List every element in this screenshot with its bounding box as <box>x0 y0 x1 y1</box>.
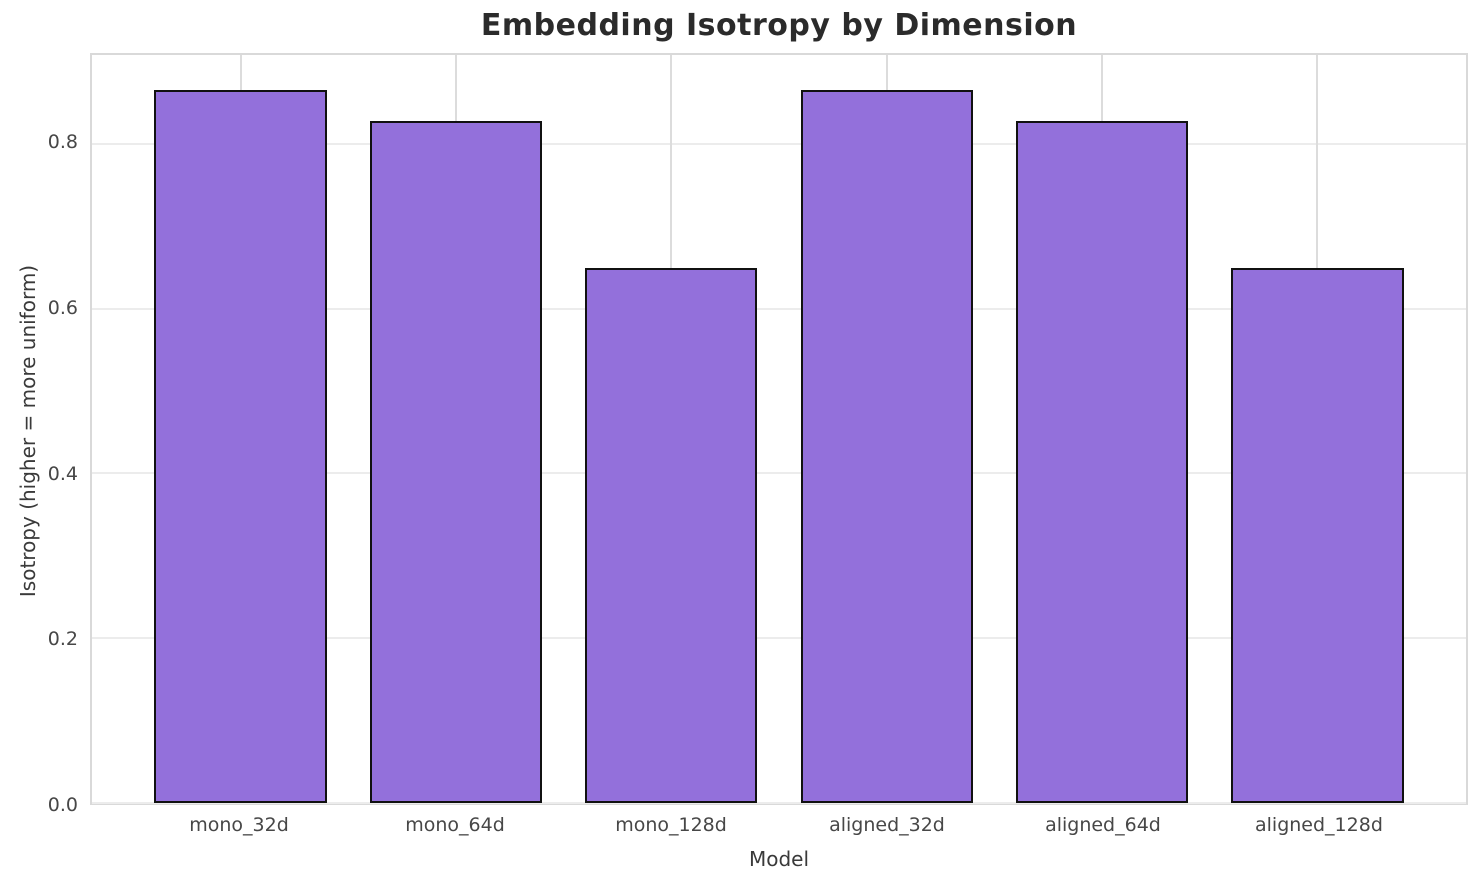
plot-area <box>90 53 1468 805</box>
y-tick-label-0.8: 0.8 <box>47 131 78 154</box>
gridline-y-0.4 <box>92 472 1466 475</box>
bar-mono_128d <box>585 267 758 803</box>
bar-mono_32d <box>154 89 327 803</box>
y-axis-label: Isotropy (higher = more uniform) <box>16 264 40 598</box>
x-tick-label-mono_64d: mono_64d <box>405 814 505 836</box>
x-tick-label-aligned_32d: aligned_32d <box>829 814 945 836</box>
x-tick-label-aligned_64d: aligned_64d <box>1045 814 1161 836</box>
y-tick-label-0.6: 0.6 <box>47 297 78 320</box>
bar-aligned_64d <box>1015 120 1189 803</box>
gridline-y-0.0 <box>92 802 1466 804</box>
x-tick-label-mono_32d: mono_32d <box>189 814 289 836</box>
y-tick-label-0.2: 0.2 <box>47 628 78 651</box>
x-tick-label-mono_128d: mono_128d <box>615 814 727 836</box>
gridline-y-0.6 <box>92 307 1466 310</box>
x-tick-label-aligned_128d: aligned_128d <box>1255 814 1383 836</box>
x-axis-label: Model <box>748 847 810 871</box>
bar-mono_64d <box>369 120 543 803</box>
bar-aligned_32d <box>800 89 973 803</box>
gridline-y-0.2 <box>92 637 1466 640</box>
gridline-y-0.8 <box>92 142 1466 145</box>
y-tick-label-0.0: 0.0 <box>47 794 78 816</box>
chart-title: Embedding Isotropy by Dimension <box>480 8 1078 43</box>
bar-aligned_128d <box>1231 267 1404 803</box>
y-tick-label-0.4: 0.4 <box>47 462 78 485</box>
